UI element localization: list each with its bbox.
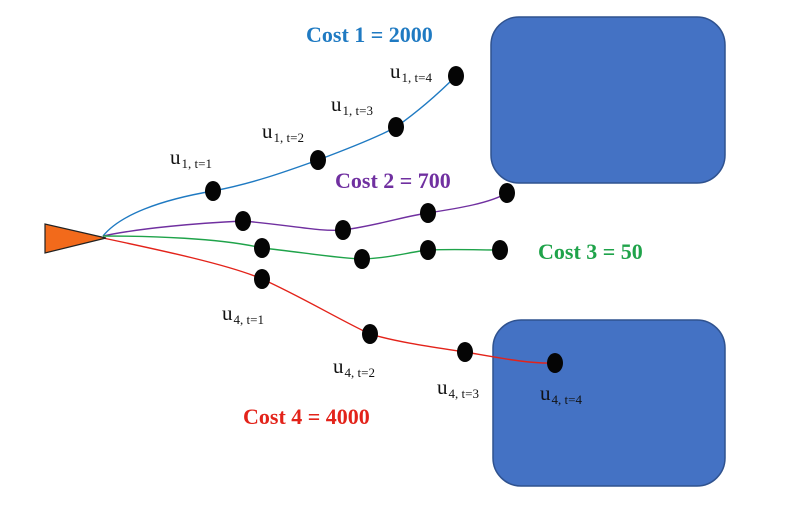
trajectory-2-node-t3 [420, 203, 436, 223]
trajectory-3-node-t2 [354, 249, 370, 269]
trajectory-2-path [102, 192, 508, 237]
node-label: u4, t=3 [437, 375, 479, 401]
trajectory-4-node-t3 [457, 342, 473, 362]
orange-triangle-icon [44, 223, 107, 254]
obstacle-bottom [492, 319, 726, 487]
trajectory-1-node-t3 [388, 117, 404, 137]
node-label: u1, t=4 [390, 59, 432, 85]
trajectory-3-node-t1 [254, 238, 270, 258]
trajectory-3-node-t3 [420, 240, 436, 260]
node-label: u4, t=1 [222, 301, 264, 327]
trajectory-4-node-t2 [362, 324, 378, 344]
trajectory-2-node-t1 [235, 211, 251, 231]
trajectory-4-node-t4 [547, 353, 563, 373]
trajectory-2-node-t4 [499, 183, 515, 203]
trajectory-4-path [102, 237, 556, 364]
node-label: u4, t=4 [540, 381, 582, 407]
node-label: u1, t=1 [170, 145, 212, 171]
node-label: u4, t=2 [333, 354, 375, 380]
trajectory-3-path [102, 235, 501, 260]
cost-label-3: Cost 3 = 50 [538, 239, 643, 264]
trajectory-1-node-t2 [310, 150, 326, 170]
trajectory-4-node-t1 [254, 269, 270, 289]
node-label: u1, t=2 [262, 119, 304, 145]
trajectory-2-node-t2 [335, 220, 351, 240]
trajectory-1-node-t1 [205, 181, 221, 201]
trajectory-3-node-t4 [492, 240, 508, 260]
cost-label-4: Cost 4 = 4000 [243, 404, 370, 429]
trajectory-1-node-t4 [448, 66, 464, 86]
trajectory-1-path [102, 75, 457, 237]
obstacle-top [490, 16, 726, 184]
cost-label-1: Cost 1 = 2000 [306, 22, 433, 47]
cost-label-2: Cost 2 = 700 [335, 168, 451, 193]
node-label: u1, t=3 [331, 92, 373, 118]
